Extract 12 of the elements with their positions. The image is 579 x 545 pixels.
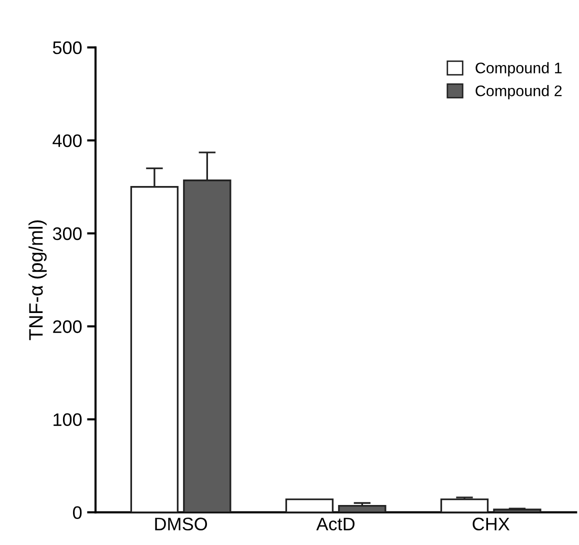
x-tick-label: CHX — [472, 518, 510, 530]
y-tick-label: 0 — [73, 506, 82, 520]
y-tick-label: 200 — [53, 320, 82, 334]
x-tick-label: DMSO — [155, 518, 208, 530]
legend-label: Compound 2 — [476, 85, 562, 100]
y-tick-label: 300 — [52, 227, 82, 240]
legend-label: Compound 1 — [476, 62, 562, 76]
y-tick-label: 400 — [52, 134, 82, 148]
y-tick-label: 500 — [52, 41, 82, 54]
x-tick-label: ActD — [316, 518, 355, 530]
y-axis-title: TNF-α (pg/ml) — [28, 220, 47, 340]
y-tick-label: 100 — [54, 413, 82, 426]
